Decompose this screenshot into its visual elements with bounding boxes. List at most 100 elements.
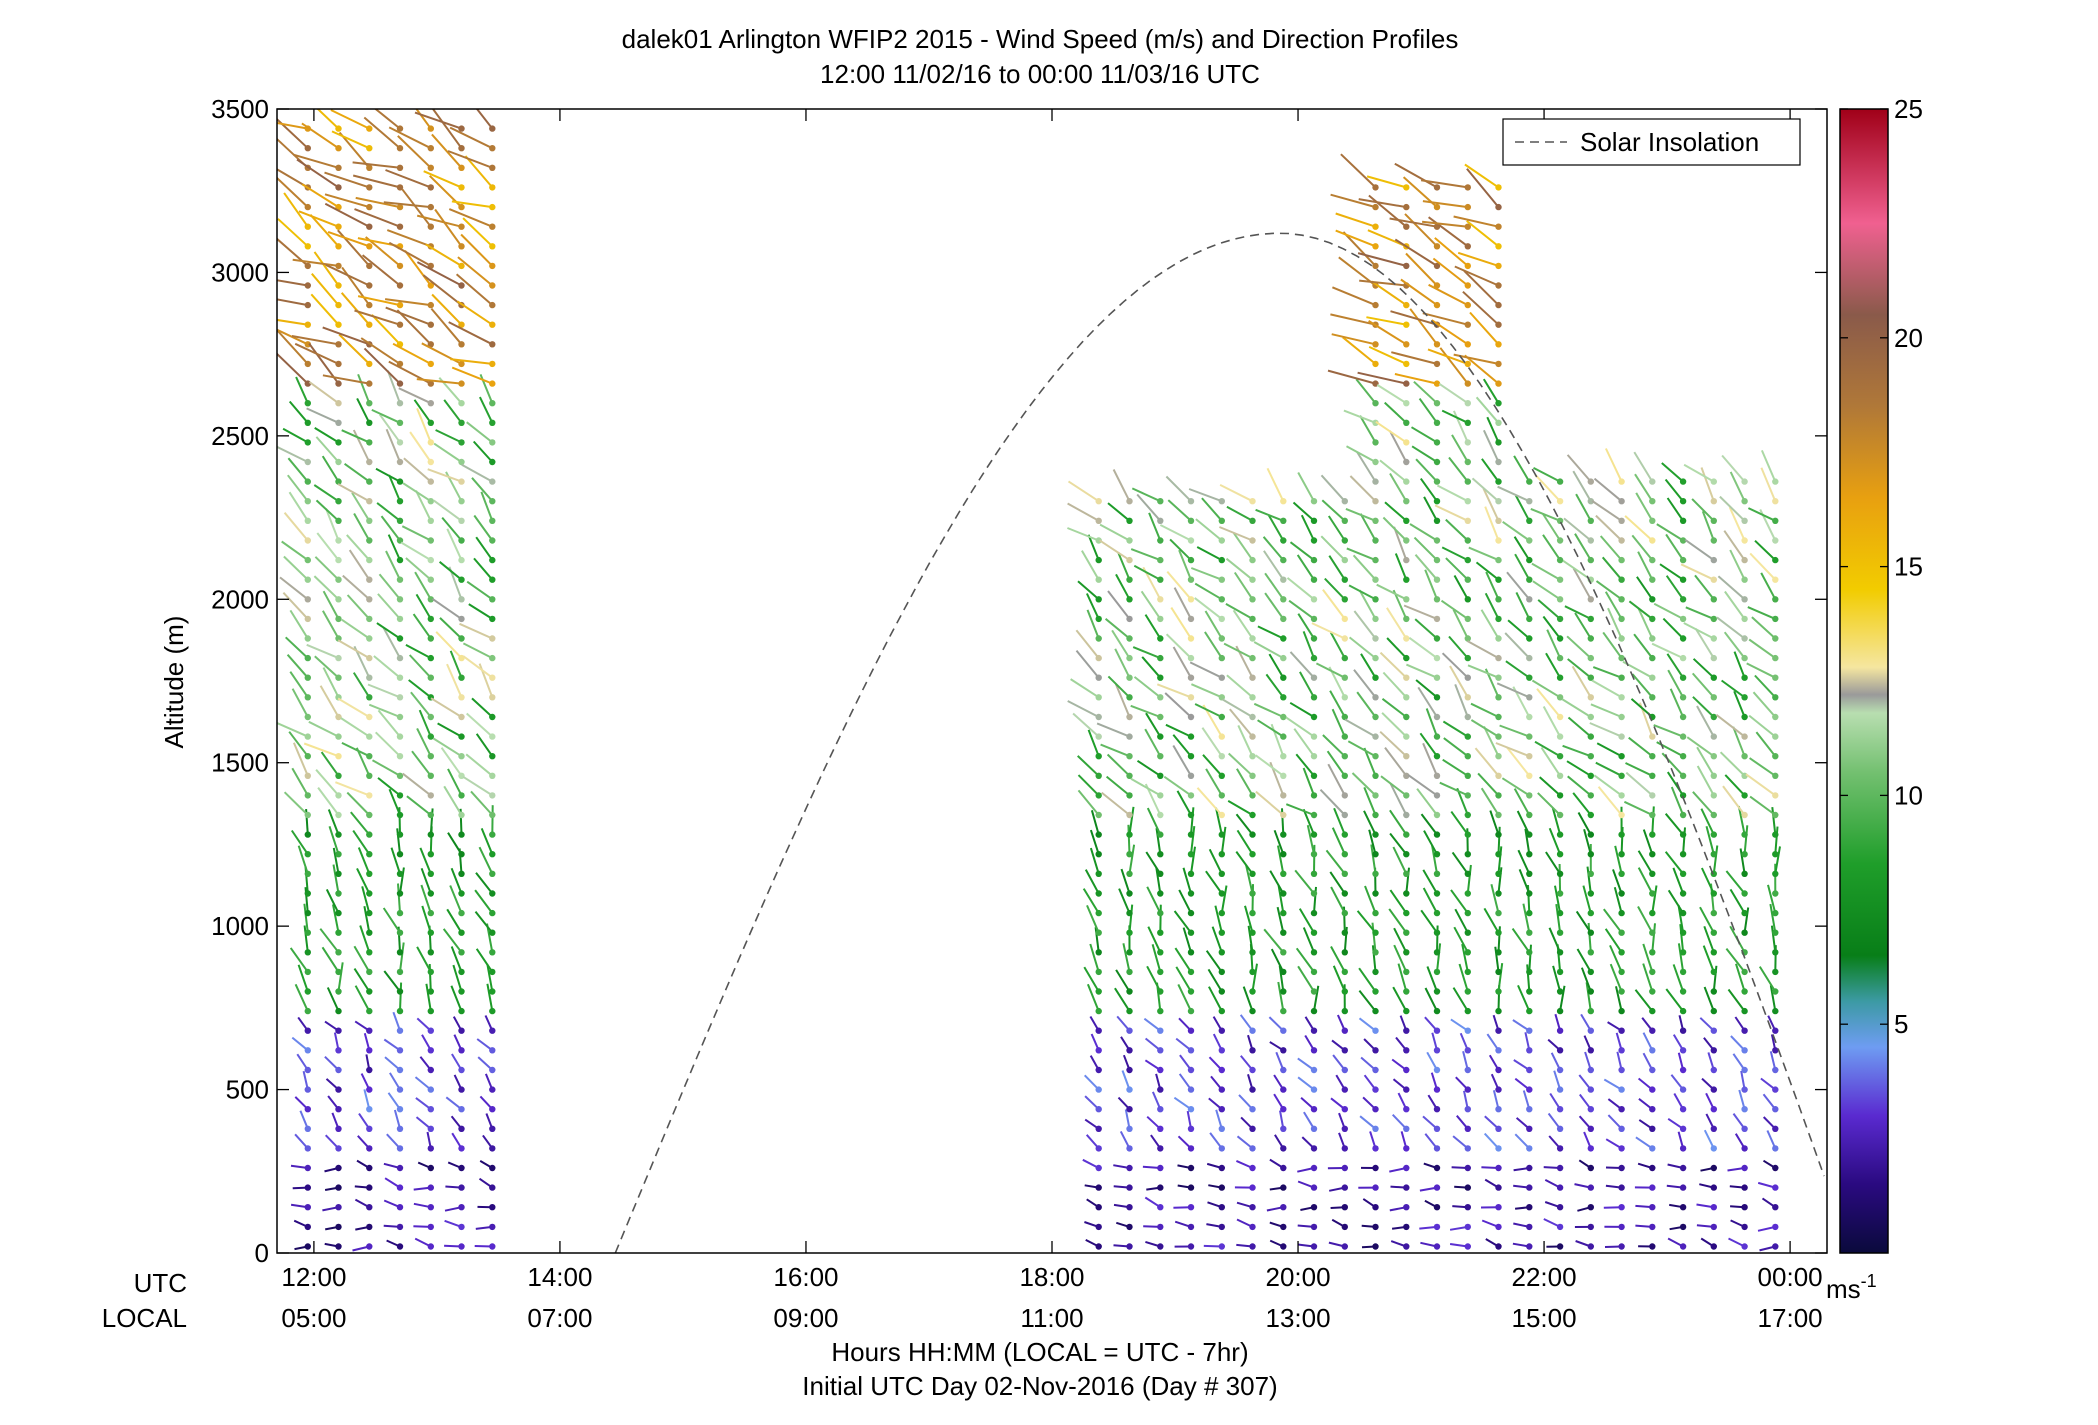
wind-barb-dot: [458, 1204, 465, 1211]
x-tick-label-utc: 22:00: [1512, 1262, 1577, 1292]
wind-barb: [1451, 434, 1469, 463]
wind-barb-dot: [1218, 517, 1226, 524]
wind-barb-dot: [1372, 556, 1379, 564]
wind-barb-dot: [1772, 811, 1779, 819]
wind-barb: [385, 550, 401, 581]
wind-barb-dot: [489, 537, 496, 544]
wind-barb: [1081, 550, 1100, 581]
wind-barb-dot: [1495, 243, 1502, 250]
wind-barb: [1295, 753, 1315, 777]
wind-barb-dot: [1310, 635, 1318, 642]
wind-barb-dot: [1249, 1184, 1256, 1191]
wind-barb: [1077, 774, 1100, 797]
wind-barb-dot: [1157, 831, 1164, 838]
wind-barb-dot: [1526, 1145, 1533, 1152]
wind-barb-dot: [396, 400, 404, 407]
wind-barb-dot: [1679, 1243, 1687, 1250]
wind-barb-dot: [1710, 1223, 1718, 1231]
wind-barb: [1233, 571, 1254, 600]
wind-barb: [1082, 888, 1100, 914]
wind-barb-dot: [1157, 713, 1164, 721]
wind-barb: [1754, 539, 1776, 561]
wind-barb-dot: [1310, 517, 1318, 524]
wind-barb: [1441, 652, 1469, 679]
wind-barb-dot: [1495, 870, 1502, 877]
wind-barb: [321, 455, 340, 483]
wind-barb-dot: [1310, 674, 1318, 681]
wind-barb: [409, 431, 432, 463]
wind-barb-dot: [489, 341, 496, 348]
wind-barb-dot: [304, 988, 311, 995]
wind-barb-dot: [1587, 1007, 1595, 1015]
wind-barb-dot: [1280, 498, 1287, 505]
wind-barb: [1603, 1078, 1623, 1091]
wind-barb-dot: [1495, 380, 1502, 387]
wind-barb-dot: [304, 1007, 311, 1015]
wind-barb: [1665, 575, 1684, 600]
wind-barb: [1536, 688, 1561, 718]
wind-barb-dot: [1403, 1125, 1410, 1133]
wind-barb-dot: [458, 282, 465, 289]
wind-barb-dot: [1618, 831, 1625, 838]
wind-barb-dot: [1679, 1106, 1687, 1113]
wind-barb-dot: [427, 1047, 434, 1054]
wind-barb-dot: [1095, 1106, 1102, 1113]
wind-barb-dot: [1464, 419, 1472, 426]
wind-barb-dot: [1403, 1184, 1410, 1191]
wind-barb-dot: [1495, 988, 1502, 995]
wind-barb: [438, 561, 463, 581]
wind-barb: [293, 153, 339, 169]
x-tick-label-local: 05:00: [281, 1303, 346, 1333]
wind-barb: [401, 525, 432, 542]
wind-barb-dot: [1218, 851, 1226, 858]
wind-barb-dot: [427, 988, 434, 995]
wind-barb: [1389, 889, 1408, 914]
wind-barb-dot: [427, 184, 434, 191]
wind-barb-dot: [1341, 831, 1349, 838]
wind-barb-dot: [396, 1027, 404, 1034]
wind-barb-dot: [396, 772, 404, 779]
wind-barb: [1144, 614, 1162, 640]
wind-barb: [363, 1089, 371, 1110]
wind-barb-dot: [1433, 301, 1441, 309]
wind-barb: [1733, 651, 1746, 679]
wind-barb-dot: [1403, 831, 1410, 838]
wind-barb: [1327, 763, 1346, 796]
wind-barb-dot: [489, 713, 496, 721]
wind-barb-dot: [1556, 537, 1564, 544]
wind-barb: [1485, 571, 1500, 600]
wind-barb-dot: [1157, 1184, 1164, 1191]
wind-barb: [1332, 286, 1376, 307]
wind-barb-dot: [458, 1027, 465, 1034]
wind-barb: [425, 243, 463, 267]
wind-barb-dot: [1741, 674, 1748, 681]
wind-barb: [1400, 278, 1438, 306]
wind-barb-dot: [1095, 1223, 1102, 1231]
wind-barb-dot: [427, 1066, 434, 1074]
wind-barb: [471, 697, 493, 718]
wind-barb: [337, 639, 370, 659]
wind-barb: [1075, 649, 1100, 679]
wind-barb-dot: [427, 360, 434, 368]
wind-barb: [1172, 734, 1192, 757]
wind-barb-dot: [335, 870, 342, 877]
wind-barb-dot: [1495, 184, 1502, 191]
wind-barb-dot: [1249, 753, 1256, 760]
wind-barb-dot: [1280, 1007, 1287, 1015]
wind-barb-dot: [1310, 890, 1318, 897]
wind-barb-dot: [1587, 654, 1595, 662]
wind-barb: [1770, 925, 1777, 953]
wind-barb: [384, 298, 431, 307]
wind-barb-dot: [1649, 772, 1656, 779]
wind-barb-dot: [1710, 1145, 1718, 1152]
wind-barb-dot: [1587, 1125, 1595, 1133]
wind-barb: [1392, 986, 1408, 1012]
wind-barb: [445, 1096, 463, 1110]
wind-barb: [1083, 966, 1100, 993]
wind-barb: [1642, 829, 1654, 855]
wind-barb: [430, 307, 463, 345]
wind-barb: [1208, 986, 1223, 1012]
wind-barb-dot: [1280, 811, 1287, 819]
wind-barb-dot: [1280, 537, 1287, 544]
wind-barb-dot: [1126, 949, 1133, 956]
